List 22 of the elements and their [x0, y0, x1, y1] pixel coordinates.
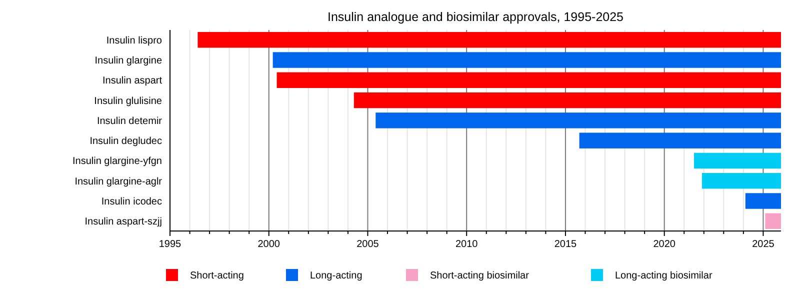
y-tick-label: Insulin icodec — [101, 196, 162, 208]
y-tick-label: Insulin glargine — [94, 56, 162, 67]
legend-label: Long-acting biosimilar — [615, 270, 713, 282]
chart-title: Insulin analogue and biosimilar approvals, 1995-2025 — [327, 10, 624, 24]
x-tick-label: 2015 — [554, 239, 578, 250]
x-tick-label: 2000 — [258, 239, 280, 250]
y-tick-label: Insulin glargine-yfgn — [72, 156, 162, 168]
x-tick-label: 2020 — [653, 239, 676, 250]
legend-label: Long-acting — [310, 270, 362, 282]
y-tick-label: Insulin detemir — [96, 116, 163, 127]
y-tick-label: Insulin degludec — [90, 136, 162, 148]
y-tick-label: Insulin glargine-aglr — [74, 176, 163, 188]
legend-label: Short-acting — [190, 270, 244, 282]
legend-label: Short-acting biosimilar — [430, 270, 530, 282]
y-tick-label: Insulin lispro — [106, 35, 162, 46]
y-tick-label: Insulin aspart-szjj — [84, 216, 162, 228]
x-tick-label: 1995 — [158, 239, 182, 250]
y-tick-label: Insulin glulisine — [94, 96, 162, 107]
x-tick-label: 2005 — [356, 239, 380, 250]
x-tick-label: 2010 — [455, 239, 478, 250]
y-tick-label: Insulin aspart — [102, 76, 162, 87]
x-tick-label: 2025 — [752, 239, 775, 250]
